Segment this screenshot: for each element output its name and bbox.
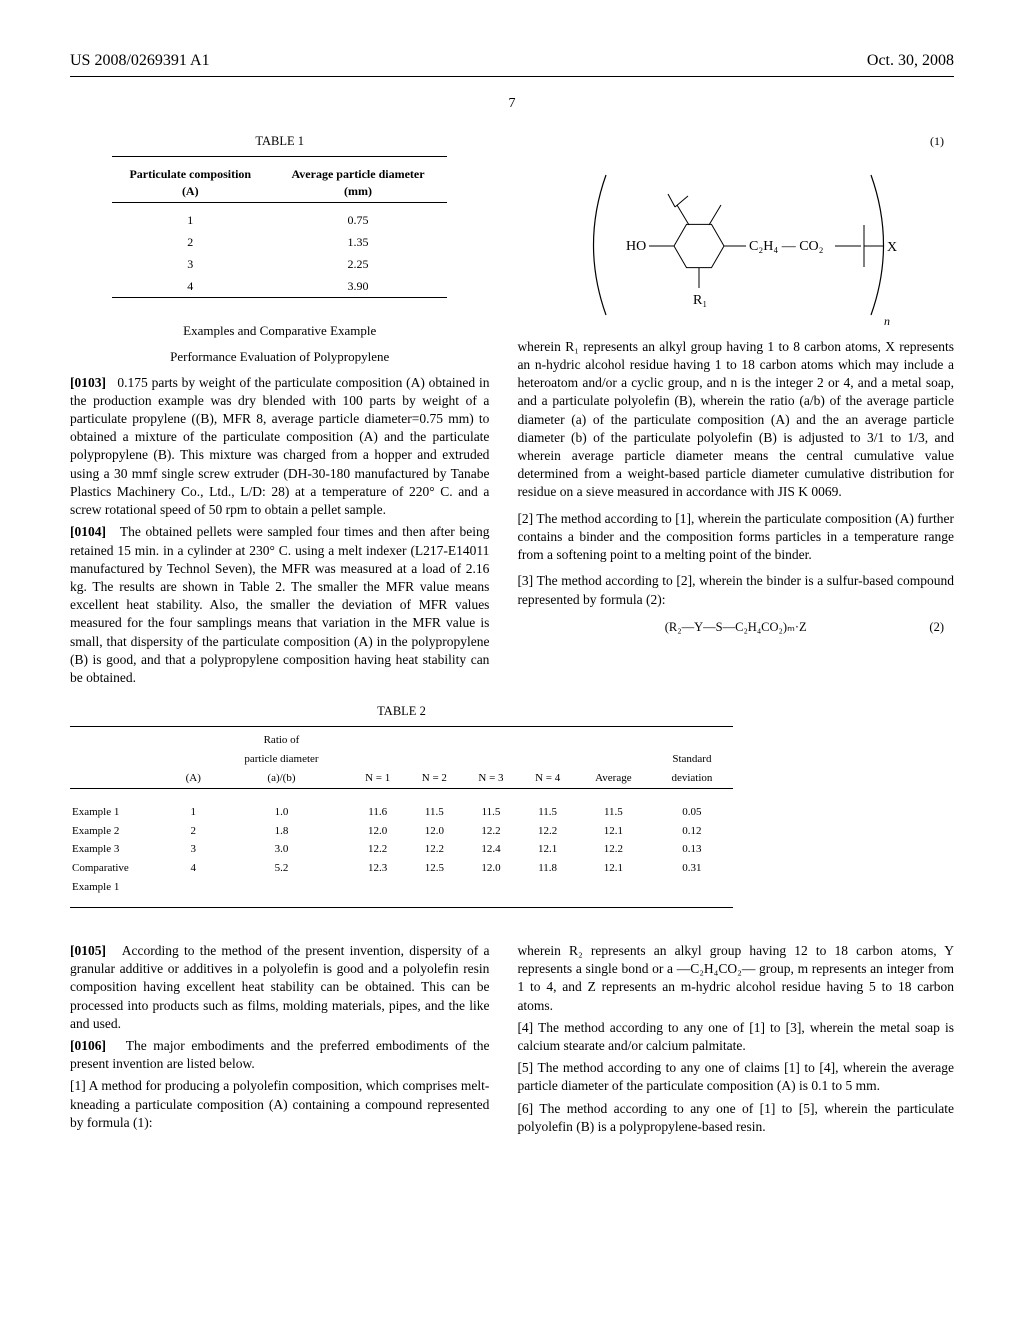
para-num: [0105] (70, 943, 106, 958)
para-num: [0103] (70, 375, 106, 390)
table-row: 21.35 (112, 231, 448, 253)
bottom-right-2: [4] The method according to any one of [… (517, 1019, 954, 1055)
formula2-text: (R₂—Y—S—C₂H₄CO₂)ₘ·Z (665, 620, 807, 634)
formula2-number: (2) (929, 619, 944, 636)
table-row: Example 1 (70, 878, 733, 897)
section-heading-1: Examples and Comparative Example (70, 322, 489, 340)
table2-h-ratio: (a)/(b) (214, 769, 350, 788)
paragraph-0103: [0103] 0.175 parts by weight of the part… (70, 374, 489, 520)
formula2: (R₂—Y—S—C₂H₄CO₂)ₘ·Z (2) (517, 619, 954, 636)
main-columns: TABLE 1 Particulate composition (A) Aver… (70, 133, 954, 691)
para-text: 0.175 parts by weight of the particulate… (70, 375, 489, 518)
publication-date: Oct. 30, 2008 (867, 50, 954, 72)
bottom-right-column: wherein R₂ represents an alkyl group hav… (517, 942, 954, 1140)
bottom-right-4: [6] The method according to any one of [… (517, 1100, 954, 1136)
right-para-1: wherein R₁ represents an alkyl group hav… (517, 338, 954, 502)
section-heading-2: Performance Evaluation of Polypropylene (70, 348, 489, 366)
para-num: [0104] (70, 524, 106, 539)
table-row: Example 1 1 1.0 11.6 11.5 11.5 11.5 11.5… (70, 803, 733, 822)
table2-container: TABLE 2 Ratio of particle diameter Stand… (70, 703, 733, 912)
paragraph-0105: [0105] According to the method of the pr… (70, 942, 489, 1033)
table2-h-std: deviation (651, 769, 733, 788)
table-row: 32.25 (112, 253, 448, 275)
table2-h-a: (A) (173, 769, 214, 788)
table1-title: TABLE 1 (70, 133, 489, 150)
table2-h-n4: N = 4 (519, 769, 576, 788)
page: US 2008/0269391 A1 Oct. 30, 2008 7 TABLE… (0, 0, 1024, 1200)
formula1-structure: HO R₁ C₂H₄ — CO₂ (571, 160, 901, 330)
table1-header-col2: Average particle diameter (mm) (269, 163, 448, 202)
table2-h-avg: Average (576, 769, 651, 788)
para-text: The major embodiments and the preferred … (70, 1038, 489, 1071)
table-row: 43.90 (112, 275, 448, 298)
page-header: US 2008/0269391 A1 Oct. 30, 2008 (70, 50, 954, 72)
table2-h-n1: N = 1 (349, 769, 406, 788)
table1-header-col1: Particulate composition (A) (112, 163, 269, 202)
para-text: According to the method of the present i… (70, 943, 489, 1031)
right-para-3: [3] The method according to [2], wherein… (517, 572, 954, 608)
table2-h-n2: N = 2 (406, 769, 463, 788)
table-row: 10.75 (112, 209, 448, 231)
table-row: Example 2 2 1.8 12.0 12.0 12.2 12.2 12.1… (70, 822, 733, 841)
table2-title: TABLE 2 (70, 703, 733, 720)
formula-n: n (884, 314, 890, 328)
left-column: TABLE 1 Particulate composition (A) Aver… (70, 133, 489, 691)
table2-h-ratio-mid: particle diameter (214, 750, 350, 769)
embodiment-1: [1] A method for producing a polyolefin … (70, 1077, 489, 1132)
page-number: 7 (70, 95, 954, 114)
right-column: (1) HO R₁ (517, 133, 954, 691)
header-rule (70, 76, 954, 77)
paragraph-0106: [0106] The major embodiments and the pre… (70, 1037, 489, 1073)
para-num: [0106] (70, 1038, 106, 1053)
bottom-left-column: [0105] According to the method of the pr… (70, 942, 489, 1140)
paragraph-0104: [0104] The obtained pellets were sampled… (70, 523, 489, 687)
table-row: Example 3 3 3.0 12.2 12.2 12.4 12.1 12.2… (70, 840, 733, 859)
table2-h-n3: N = 3 (463, 769, 520, 788)
formula1-number: (1) (517, 133, 954, 149)
patent-number: US 2008/0269391 A1 (70, 50, 210, 72)
right-para-2: [2] The method according to [1], wherein… (517, 510, 954, 565)
formula-x: X (887, 240, 897, 255)
table2-h-std-top: Standard (651, 750, 733, 769)
formula-c2h4co2: C₂H₄ — CO₂ (749, 239, 824, 254)
formula-ho: HO (626, 239, 646, 254)
para-text: The obtained pellets were sampled four t… (70, 524, 489, 685)
formula-r1: R₁ (693, 293, 707, 308)
table1: Particulate composition (A) Average part… (112, 156, 448, 304)
bottom-columns: [0105] According to the method of the pr… (70, 942, 954, 1140)
table2: Ratio of particle diameter Standard (A) … (70, 726, 733, 912)
table2-h-ratio-top: Ratio of (214, 731, 350, 750)
bottom-right-3: [5] The method according to any one of c… (517, 1059, 954, 1095)
bottom-right-1: wherein R₂ represents an alkyl group hav… (517, 942, 954, 1015)
table-row: Comparative 4 5.2 12.3 12.5 12.0 11.8 12… (70, 859, 733, 878)
